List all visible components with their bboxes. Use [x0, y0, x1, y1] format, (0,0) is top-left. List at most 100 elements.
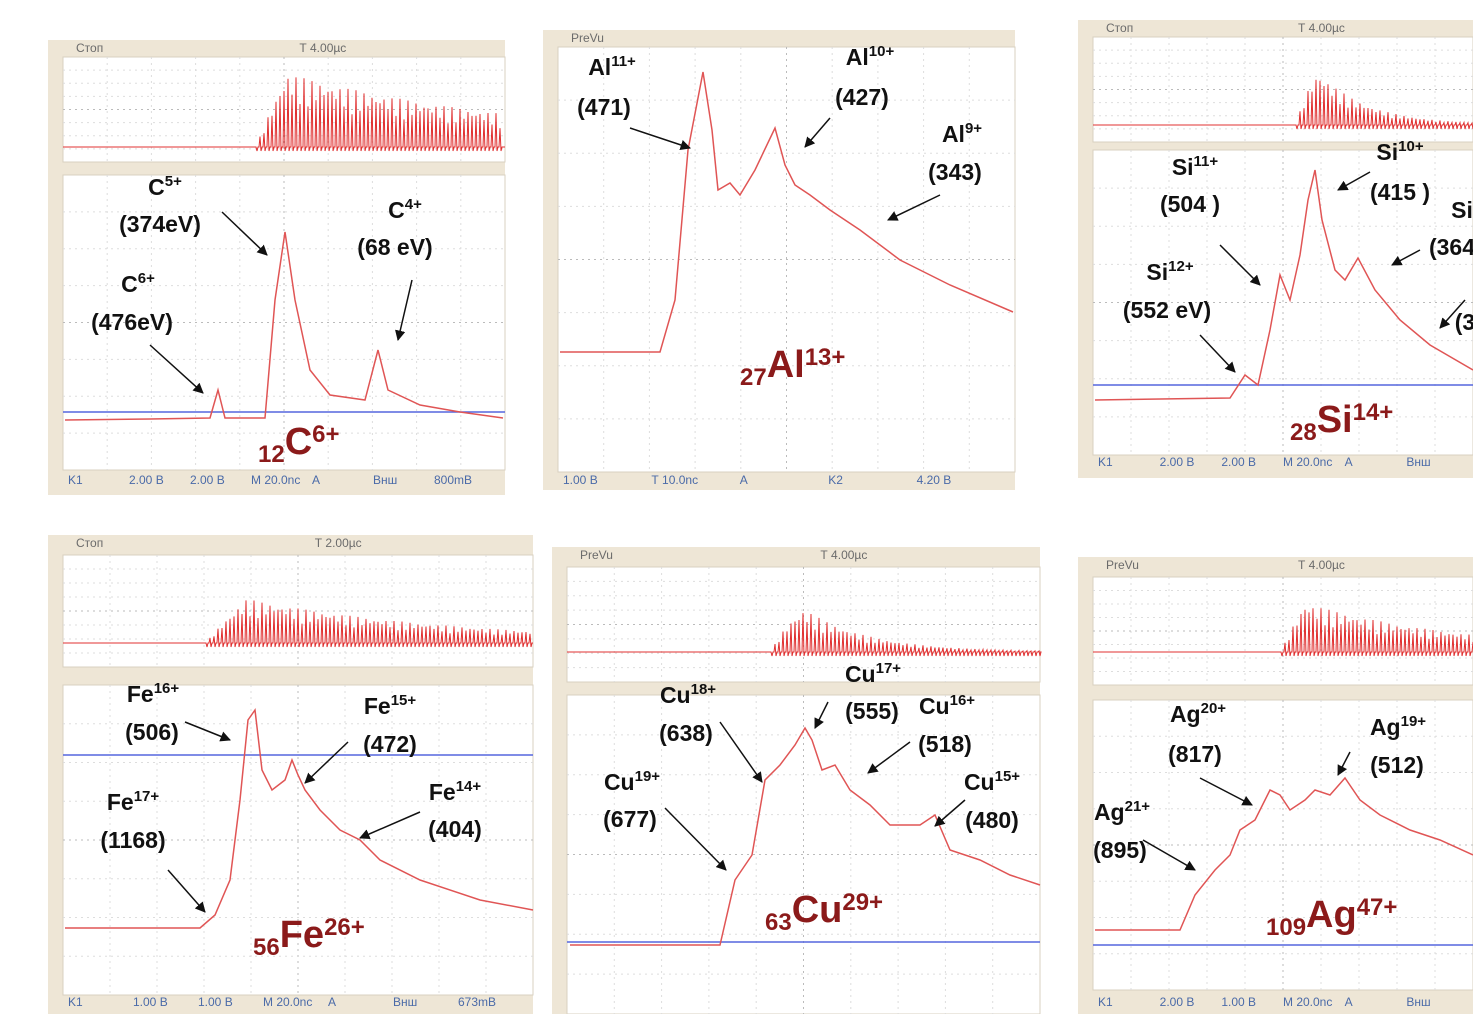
status-label: PreVu	[1106, 558, 1139, 572]
ion-symbol: Al	[942, 121, 965, 147]
energy-label: (506)	[125, 719, 179, 745]
energy-label: (518)	[918, 731, 972, 757]
timebase-label: Т 4.00µс	[1298, 558, 1345, 572]
timebase-label: Т 2.00µс	[315, 536, 362, 550]
ion-charge: 26+	[324, 914, 365, 941]
footer-label: 4.20 В	[917, 473, 952, 487]
element-symbol: Ag	[1306, 894, 1357, 936]
footer-label: K1	[1098, 995, 1113, 1009]
footer-label: 2.00 В	[129, 473, 164, 487]
screen	[1093, 37, 1473, 142]
energy-label: (472)	[363, 731, 417, 757]
ion-symbol: C	[388, 197, 405, 223]
element-symbol: C	[285, 421, 312, 463]
ion-charge: 47+	[1357, 894, 1398, 921]
ion-symbol: Si	[1146, 259, 1168, 285]
ion-symbol: Ag	[1170, 701, 1201, 727]
element-symbol: Fe	[280, 914, 324, 956]
element-symbol: Si	[1317, 399, 1353, 441]
energy-label: (343)	[928, 159, 982, 185]
ion-charge: 6+	[138, 270, 155, 287]
mass-number: 28	[1290, 419, 1317, 446]
footer-label: M 20.0nс	[1283, 995, 1332, 1009]
footer-label: A	[740, 473, 748, 487]
ion-charge: 16+	[950, 692, 976, 709]
footer-label: 2.00 В	[1160, 995, 1195, 1009]
footer-label: Внш	[1406, 995, 1430, 1009]
energy-label: (817)	[1168, 741, 1222, 767]
mass-number: 109	[1266, 914, 1306, 941]
footer-label: M 20.0nс	[1283, 455, 1332, 469]
ion-symbol: C	[121, 271, 138, 297]
ion-charge: 10+	[1398, 138, 1424, 155]
footer-label: 673mВ	[458, 995, 496, 1009]
energy-label: (364	[1429, 234, 1473, 260]
footer-label: A	[1345, 455, 1353, 469]
ion-symbol: Si	[1376, 139, 1398, 165]
ion-charge: 17+	[876, 660, 902, 677]
ion-symbol: C	[148, 174, 165, 200]
element-symbol: Al	[767, 344, 805, 386]
ion-charge: 17+	[134, 788, 160, 805]
status-label: Стоп	[76, 536, 103, 550]
footer-label: A	[312, 473, 320, 487]
ion-charge: 10+	[869, 43, 895, 60]
ion-charge: 9+	[965, 120, 982, 137]
footer-label: 1.00 В	[1221, 995, 1256, 1009]
ion-charge: 11+	[611, 53, 636, 70]
footer-label: 2.00 В	[190, 473, 225, 487]
timebase-label: Т 4.00µс	[820, 548, 867, 562]
ion-symbol: Cu	[919, 693, 950, 719]
ion-symbol: Si	[1172, 154, 1194, 180]
energy-label: (1168)	[100, 827, 165, 853]
footer-label: 1.00 В	[133, 995, 168, 1009]
status-label: Стоп	[76, 41, 103, 55]
ion-charge: 6+	[312, 421, 339, 448]
ion-symbol: Ag	[1094, 799, 1125, 825]
status-label: Стоп	[1106, 21, 1133, 35]
ion-charge: 15+	[391, 692, 417, 709]
footer-label: Т 10.0nс	[651, 473, 698, 487]
footer-label: Внш	[393, 995, 417, 1009]
footer-label: Внш	[1406, 455, 1430, 469]
ion-charge: 19+	[635, 768, 661, 785]
energy-label: (512)	[1370, 752, 1424, 778]
energy-label: (638)	[659, 720, 713, 746]
energy-label: (552 eV)	[1123, 297, 1211, 323]
mass-number: 12	[258, 441, 285, 468]
ion-symbol: Al	[588, 54, 611, 80]
ion-symbol: Cu	[845, 661, 876, 687]
scope-panel: PreVu1.00 ВТ 10.0nсAK24.20 ВAl11+(471)Al…	[543, 30, 1015, 490]
ion-symbol: Cu	[964, 769, 995, 795]
energy-label: (476eV)	[91, 309, 173, 335]
energy-label: (471)	[577, 94, 631, 120]
ion-symbol: Si	[1451, 197, 1473, 223]
ion-charge: 5+	[165, 173, 182, 190]
energy-label: (404)	[428, 816, 482, 842]
energy-label: (415 )	[1370, 179, 1430, 205]
element-symbol: Cu	[792, 889, 843, 931]
ion-symbol: Ag	[1370, 714, 1401, 740]
footer-label: 1.00 В	[198, 995, 233, 1009]
footer-label: K1	[68, 473, 83, 487]
energy-label: (3	[1455, 309, 1473, 335]
ion-charge: 21+	[1125, 798, 1151, 815]
mass-number: 27	[740, 364, 767, 391]
footer-label: 2.00 В	[1160, 455, 1195, 469]
ion-charge: 15+	[995, 768, 1021, 785]
mass-number: 56	[253, 934, 280, 961]
ion-charge: 16+	[154, 680, 180, 697]
energy-label: (480)	[965, 807, 1019, 833]
footer-label: M 20.0nс	[263, 995, 312, 1009]
ion-symbol: Fe	[429, 779, 456, 805]
ion-charge: 14+	[456, 778, 482, 795]
timebase-label: Т 4.00µс	[1298, 21, 1345, 35]
energy-label: (68 eV)	[357, 234, 432, 260]
ion-charge: 29+	[842, 889, 883, 916]
scope-panel: СтопТ 2.00µсK11.00 В1.00 ВM 20.0nсAВнш67…	[48, 535, 533, 1014]
footer-label: 800mВ	[434, 473, 472, 487]
footer-label: K2	[828, 473, 843, 487]
energy-label: (895)	[1093, 837, 1147, 863]
